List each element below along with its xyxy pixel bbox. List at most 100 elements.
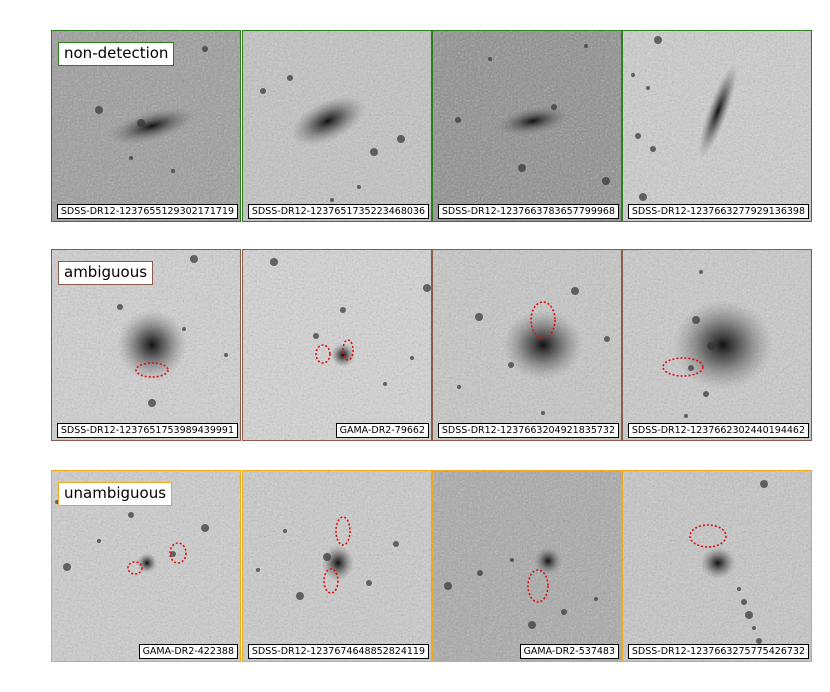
star <box>508 362 514 368</box>
image-panel: GAMA-DR2-537483 <box>432 470 622 662</box>
galaxy <box>698 63 738 159</box>
contour <box>662 357 704 377</box>
sky-image <box>243 471 431 661</box>
star <box>654 36 662 44</box>
galaxy <box>290 96 366 146</box>
panel-id: SDSS-DR12-1237651735223468036 <box>247 204 429 219</box>
star <box>283 529 287 533</box>
galaxy <box>117 310 187 380</box>
star <box>270 258 278 266</box>
image-panel: SDSS-DR12-1237663204921835732 <box>432 249 622 441</box>
star <box>475 313 483 321</box>
galaxy <box>108 107 196 145</box>
panel-id: SDSS-DR12-1237651753989439991 <box>56 423 238 438</box>
sky-image <box>623 250 811 440</box>
contour <box>342 339 354 361</box>
star <box>488 57 492 61</box>
star <box>551 104 557 110</box>
star <box>741 599 747 605</box>
contour <box>315 344 331 364</box>
galaxy <box>700 547 736 579</box>
sky-image <box>433 31 621 221</box>
star <box>703 391 709 397</box>
star <box>752 626 756 630</box>
contour <box>323 568 339 594</box>
star <box>296 592 304 600</box>
star <box>602 177 610 185</box>
star <box>383 382 387 386</box>
contour <box>530 301 556 339</box>
star <box>571 287 579 295</box>
galaxy <box>331 343 355 367</box>
star <box>518 164 526 172</box>
star <box>190 255 198 263</box>
image-panel: SDSS-DR12-1237663783657799968 <box>432 30 622 222</box>
sky-image <box>623 31 811 221</box>
contour <box>135 362 169 378</box>
star <box>117 304 123 310</box>
panel-id: GAMA-DR2-79662 <box>335 423 429 438</box>
panel-id: SDSS-DR12-1237663204921835732 <box>437 423 619 438</box>
image-panel: GAMA-DR2-79662 <box>242 249 432 441</box>
star <box>707 342 715 350</box>
star <box>423 284 431 292</box>
star <box>631 73 635 77</box>
star <box>370 148 378 156</box>
star <box>137 119 145 127</box>
sky-image <box>433 471 621 661</box>
star <box>410 356 414 360</box>
galaxy <box>503 310 583 380</box>
galaxy <box>673 300 773 390</box>
star <box>745 611 753 619</box>
star <box>737 587 741 591</box>
star <box>63 563 71 571</box>
star <box>604 336 610 342</box>
star <box>594 597 598 601</box>
star <box>688 365 694 371</box>
star <box>260 88 266 94</box>
star <box>129 156 133 160</box>
star <box>330 198 334 202</box>
galaxy <box>322 545 354 581</box>
star <box>170 551 176 557</box>
panel-id: SDSS-DR12-1237662302440194462 <box>627 423 809 438</box>
image-panel: SDSS-DR12-1237663275775426732 <box>622 470 812 662</box>
star <box>202 46 208 52</box>
noise <box>433 471 621 661</box>
sky-image <box>243 250 431 440</box>
star <box>510 558 514 562</box>
star <box>148 399 156 407</box>
row-label: unambiguous <box>58 482 173 506</box>
panel-id: SDSS-DR12-1237674648852824119 <box>247 644 429 659</box>
contour <box>527 569 549 603</box>
star <box>340 307 346 313</box>
star <box>397 135 405 143</box>
sky-image <box>243 31 431 221</box>
star <box>639 193 647 201</box>
star <box>366 580 372 586</box>
star <box>756 638 762 644</box>
image-panel: SDSS-DR12-1237651735223468036 <box>242 30 432 222</box>
row-label: non-detection <box>58 42 175 66</box>
star <box>692 316 700 324</box>
star <box>457 385 461 389</box>
star <box>699 270 703 274</box>
star <box>95 106 103 114</box>
image-panel: SDSS-DR12-1237663277929136398 <box>622 30 812 222</box>
star <box>684 414 688 418</box>
star <box>256 568 260 572</box>
star <box>455 117 461 123</box>
galaxy <box>534 547 562 575</box>
galaxy <box>495 105 571 137</box>
star <box>313 333 319 339</box>
star <box>393 541 399 547</box>
star <box>635 133 641 139</box>
star <box>182 327 186 331</box>
panel-id: SDSS-DR12-1237663277929136398 <box>627 204 809 219</box>
star <box>477 570 483 576</box>
panel-id: SDSS-DR12-1237655129302171719 <box>56 204 238 219</box>
star <box>444 582 452 590</box>
panel-id: SDSS-DR12-1237663275775426732 <box>627 644 809 659</box>
star <box>171 169 175 173</box>
